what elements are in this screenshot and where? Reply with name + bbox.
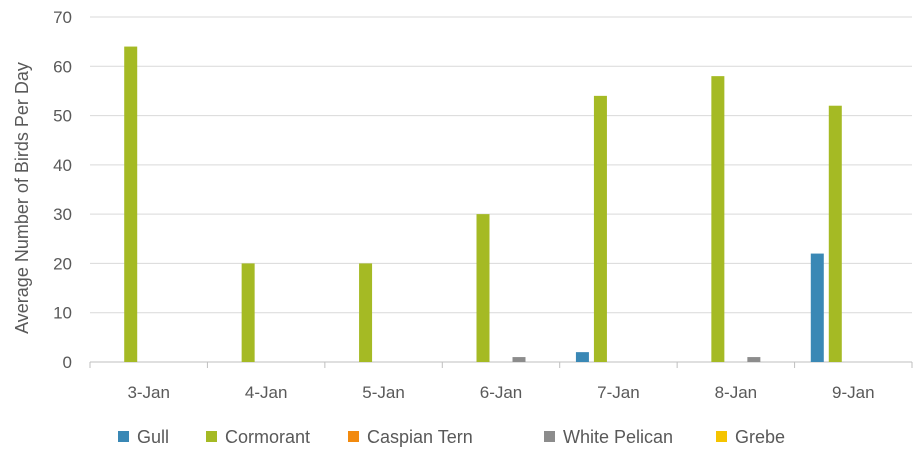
bar [747, 357, 761, 362]
legend-label: Gull [137, 427, 169, 447]
bar [593, 95, 607, 362]
legend-swatch [716, 431, 727, 442]
x-tick-label: 7-Jan [597, 383, 640, 402]
x-tick-label: 9-Jan [832, 383, 875, 402]
x-tick-label: 4-Jan [245, 383, 288, 402]
y-tick-label: 40 [53, 156, 72, 175]
y-tick-label: 20 [53, 254, 72, 273]
legend-label: Grebe [735, 427, 785, 447]
bar [711, 76, 725, 363]
x-tick-label: 6-Jan [480, 383, 523, 402]
legend-label: Cormorant [225, 427, 310, 447]
x-tick-label: 3-Jan [127, 383, 170, 402]
y-axis-title: Average Number of Birds Per Day [12, 62, 32, 334]
y-tick-label: 50 [53, 107, 72, 126]
legend-label: Caspian Tern [367, 427, 473, 447]
bar [359, 263, 373, 362]
y-tick-label: 10 [53, 304, 72, 323]
x-axis: 3-Jan 4-Jan 5-Jan 6-Jan 7-Jan 8-Jan 9-Jan [89, 361, 913, 402]
gridlines [90, 16, 912, 314]
bar [241, 263, 255, 362]
legend: Gull Cormorant Caspian Tern White Pelican Gr… [118, 427, 785, 447]
bar [810, 253, 824, 362]
bar [828, 105, 842, 362]
legend-label: White Pelican [563, 427, 673, 447]
bar [476, 214, 490, 362]
bar [124, 46, 138, 362]
y-axis-ticks: 0 10 20 30 40 50 60 70 [53, 8, 72, 372]
legend-swatch [206, 431, 217, 442]
legend-swatch [544, 431, 555, 442]
bar [575, 352, 589, 362]
bars [124, 46, 842, 363]
x-tick-label: 5-Jan [362, 383, 405, 402]
legend-swatch [348, 431, 359, 442]
y-tick-label: 0 [63, 353, 72, 372]
y-tick-label: 70 [53, 8, 72, 27]
legend-swatch [118, 431, 129, 442]
bar [512, 357, 526, 362]
x-tick-label: 8-Jan [715, 383, 758, 402]
y-tick-label: 30 [53, 205, 72, 224]
y-tick-label: 60 [53, 57, 72, 76]
